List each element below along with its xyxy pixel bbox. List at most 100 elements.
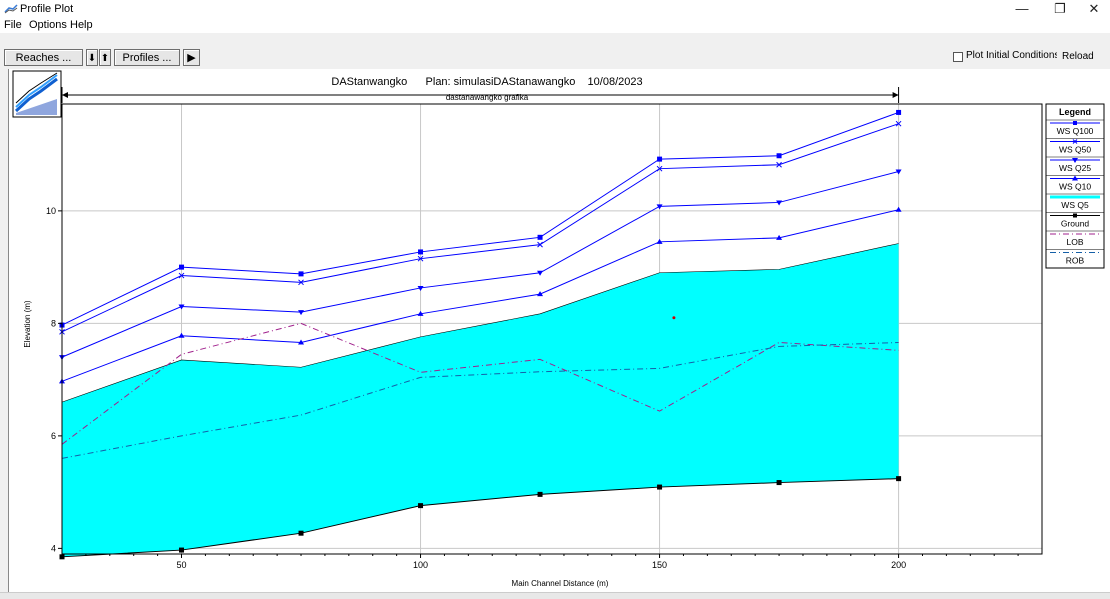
data-point — [179, 264, 185, 270]
title-bar: Profile Plot — ❐ ✕ — [0, 0, 1110, 18]
data-point — [178, 272, 185, 279]
series-line-ws-q25 — [61, 171, 899, 358]
data-point — [776, 200, 783, 206]
data-point — [418, 249, 424, 255]
data-point — [298, 310, 305, 316]
up-arrow-icon[interactable]: ⬆ — [99, 49, 111, 66]
ws-fill-area — [62, 243, 899, 557]
profiles-button[interactable]: Profiles ... — [114, 49, 180, 66]
arrow-right-head — [892, 92, 899, 98]
data-point — [657, 484, 663, 490]
series-line-ws-q100 — [61, 111, 899, 326]
toolbar: Reaches ... ⬇ ⬆ Profiles ... ▶ Plot Init… — [0, 33, 1110, 79]
data-point — [656, 165, 663, 172]
chart-subtitle: dastanawangko grafika — [446, 93, 529, 102]
data-point — [298, 530, 304, 536]
data-point — [417, 310, 424, 316]
legend-label: ROB — [1066, 256, 1085, 266]
horizontal-scrollbar[interactable] — [0, 592, 1110, 599]
legend-marker — [1072, 158, 1078, 163]
series-line-ground — [61, 478, 899, 558]
series-lines — [59, 109, 902, 560]
y-tick-label: 8 — [51, 318, 56, 328]
menu-bar: File Options Help — [0, 18, 1110, 33]
legend-label: Ground — [1061, 219, 1090, 229]
data-point — [896, 109, 902, 115]
data-point — [776, 161, 782, 168]
axes: 50 100 150 200 4 6 8 10 — [46, 87, 1043, 570]
window-title: Profile Plot — [20, 3, 74, 15]
minimize-icon[interactable]: — — [1015, 1, 1029, 16]
x-tick-label: 50 — [177, 560, 187, 570]
x-tick-label: 100 — [413, 560, 428, 570]
data-point — [537, 234, 543, 240]
chart-title: DAStanwangko Plan: simulasiDAStanawangko… — [331, 76, 642, 88]
play-animation-button[interactable]: ▶ — [183, 49, 200, 66]
data-point — [657, 156, 663, 162]
menu-file[interactable]: File — [4, 19, 22, 31]
menu-options[interactable]: Options — [29, 19, 67, 31]
close-icon[interactable]: ✕ — [1088, 1, 1100, 16]
data-point — [298, 339, 305, 345]
y-tick-label: 10 — [46, 206, 56, 216]
y-tick-label: 6 — [51, 431, 56, 441]
data-point — [417, 285, 424, 291]
plot-initial-conditions-label: Plot Initial Conditions — [966, 50, 1060, 61]
data-point — [895, 206, 902, 212]
data-point — [418, 503, 424, 509]
legend-label: WS Q10 — [1059, 182, 1091, 192]
data-point — [776, 234, 783, 240]
legend: Legend WS Q100 WS Q50 WS Q25 WS Q10 WS Q5 Grou… — [1045, 103, 1105, 269]
arrow-left-head — [62, 92, 68, 98]
series-line-ws-q10 — [61, 209, 899, 382]
plot-panel: 50 100 150 200 4 6 8 10 Legend WS Q100 WS Q50 WS Q… — [8, 69, 1110, 592]
legend-title: Legend — [1059, 107, 1091, 117]
data-point — [417, 255, 424, 262]
series-line-lob — [61, 322, 899, 445]
legend-label: WS Q25 — [1059, 163, 1091, 173]
data-point — [537, 241, 543, 248]
data-point — [179, 547, 185, 553]
legend-label: WS Q50 — [1059, 145, 1091, 155]
profile-thumbnail-icon[interactable] — [12, 70, 62, 118]
legend-label: LOB — [1066, 237, 1083, 247]
data-point — [895, 120, 902, 127]
data-point — [776, 480, 782, 486]
x-tick-label: 200 — [891, 560, 906, 570]
restore-icon[interactable]: ❐ — [1054, 1, 1066, 16]
data-point — [656, 204, 663, 210]
legend-label: WS Q5 — [1061, 200, 1089, 210]
series-line-ws-q5 — [61, 243, 899, 403]
data-point — [656, 238, 663, 244]
data-point — [537, 291, 544, 297]
data-point — [178, 332, 185, 338]
data-point — [776, 153, 782, 159]
data-point — [298, 279, 304, 286]
data-point — [896, 476, 902, 482]
data-point — [298, 271, 304, 277]
menu-help[interactable]: Help — [70, 19, 93, 31]
down-arrow-icon[interactable]: ⬇ — [86, 49, 98, 66]
legend-marker — [1073, 121, 1077, 125]
data-point — [537, 270, 544, 276]
plot-initial-conditions-checkbox[interactable] — [953, 52, 963, 62]
data-point — [178, 304, 185, 310]
x-tick-label: 150 — [652, 560, 667, 570]
legend-marker — [1072, 139, 1078, 144]
x-axis-label: Main Channel Distance (m) — [512, 579, 609, 588]
y-tick-label: 4 — [51, 543, 56, 553]
data-point — [59, 554, 65, 560]
y-axis-label: Elevation (m) — [23, 300, 32, 347]
data-point — [537, 491, 543, 497]
plot-frame — [61, 103, 1043, 555]
legend-marker — [1073, 213, 1077, 218]
reaches-button[interactable]: Reaches ... — [4, 49, 83, 66]
profile-plot-app-icon — [4, 4, 18, 14]
annotation-point — [672, 316, 676, 320]
legend-label: WS Q100 — [1057, 126, 1094, 136]
profile-chart[interactable]: 50 100 150 200 4 6 8 10 Legend WS Q100 WS Q50 WS Q… — [9, 69, 1110, 592]
reload-data-button[interactable]: Reload Data — [1057, 48, 1110, 79]
water-fill — [62, 243, 899, 557]
legend-marker — [1072, 175, 1078, 181]
series-line-ws-q50 — [61, 123, 899, 333]
